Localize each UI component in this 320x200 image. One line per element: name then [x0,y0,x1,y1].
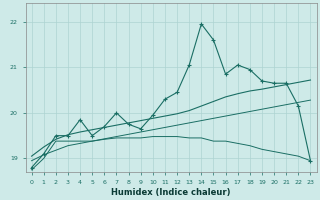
X-axis label: Humidex (Indice chaleur): Humidex (Indice chaleur) [111,188,231,197]
